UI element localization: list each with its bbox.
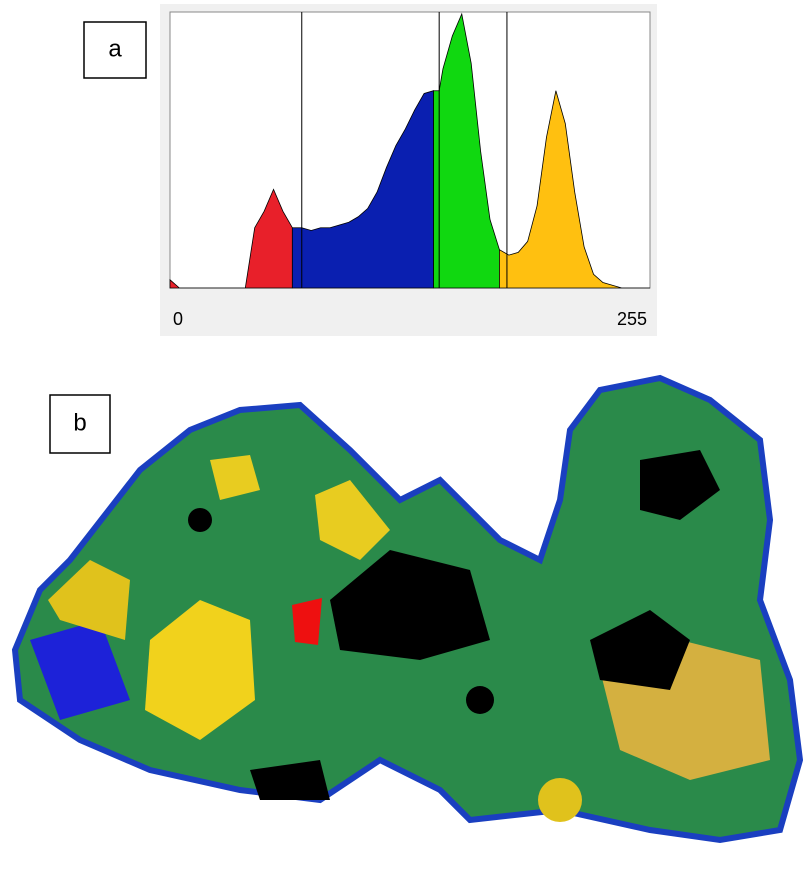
grain: [315, 480, 390, 560]
void: [466, 686, 494, 714]
void: [330, 550, 490, 660]
histogram-area: [169, 188, 293, 289]
x-tick-label: 255: [617, 309, 647, 329]
micrograph: [11, 374, 803, 844]
histogram-area: [291, 90, 434, 289]
grain: [48, 560, 130, 640]
void: [250, 760, 330, 800]
histogram: 0 255: [169, 12, 650, 329]
region: [30, 620, 130, 720]
grain: [145, 600, 255, 740]
panel-label: b: [73, 409, 86, 436]
panel-label: a: [108, 35, 122, 62]
histogram-area: [499, 90, 650, 289]
grain: [292, 598, 322, 645]
label-box: [49, 394, 111, 454]
grain: [210, 455, 260, 500]
x-tick-label: 0: [173, 309, 183, 329]
grain: [538, 778, 582, 822]
void: [640, 450, 720, 520]
void: [188, 508, 212, 532]
void: [590, 610, 690, 690]
label-box: [83, 21, 147, 79]
